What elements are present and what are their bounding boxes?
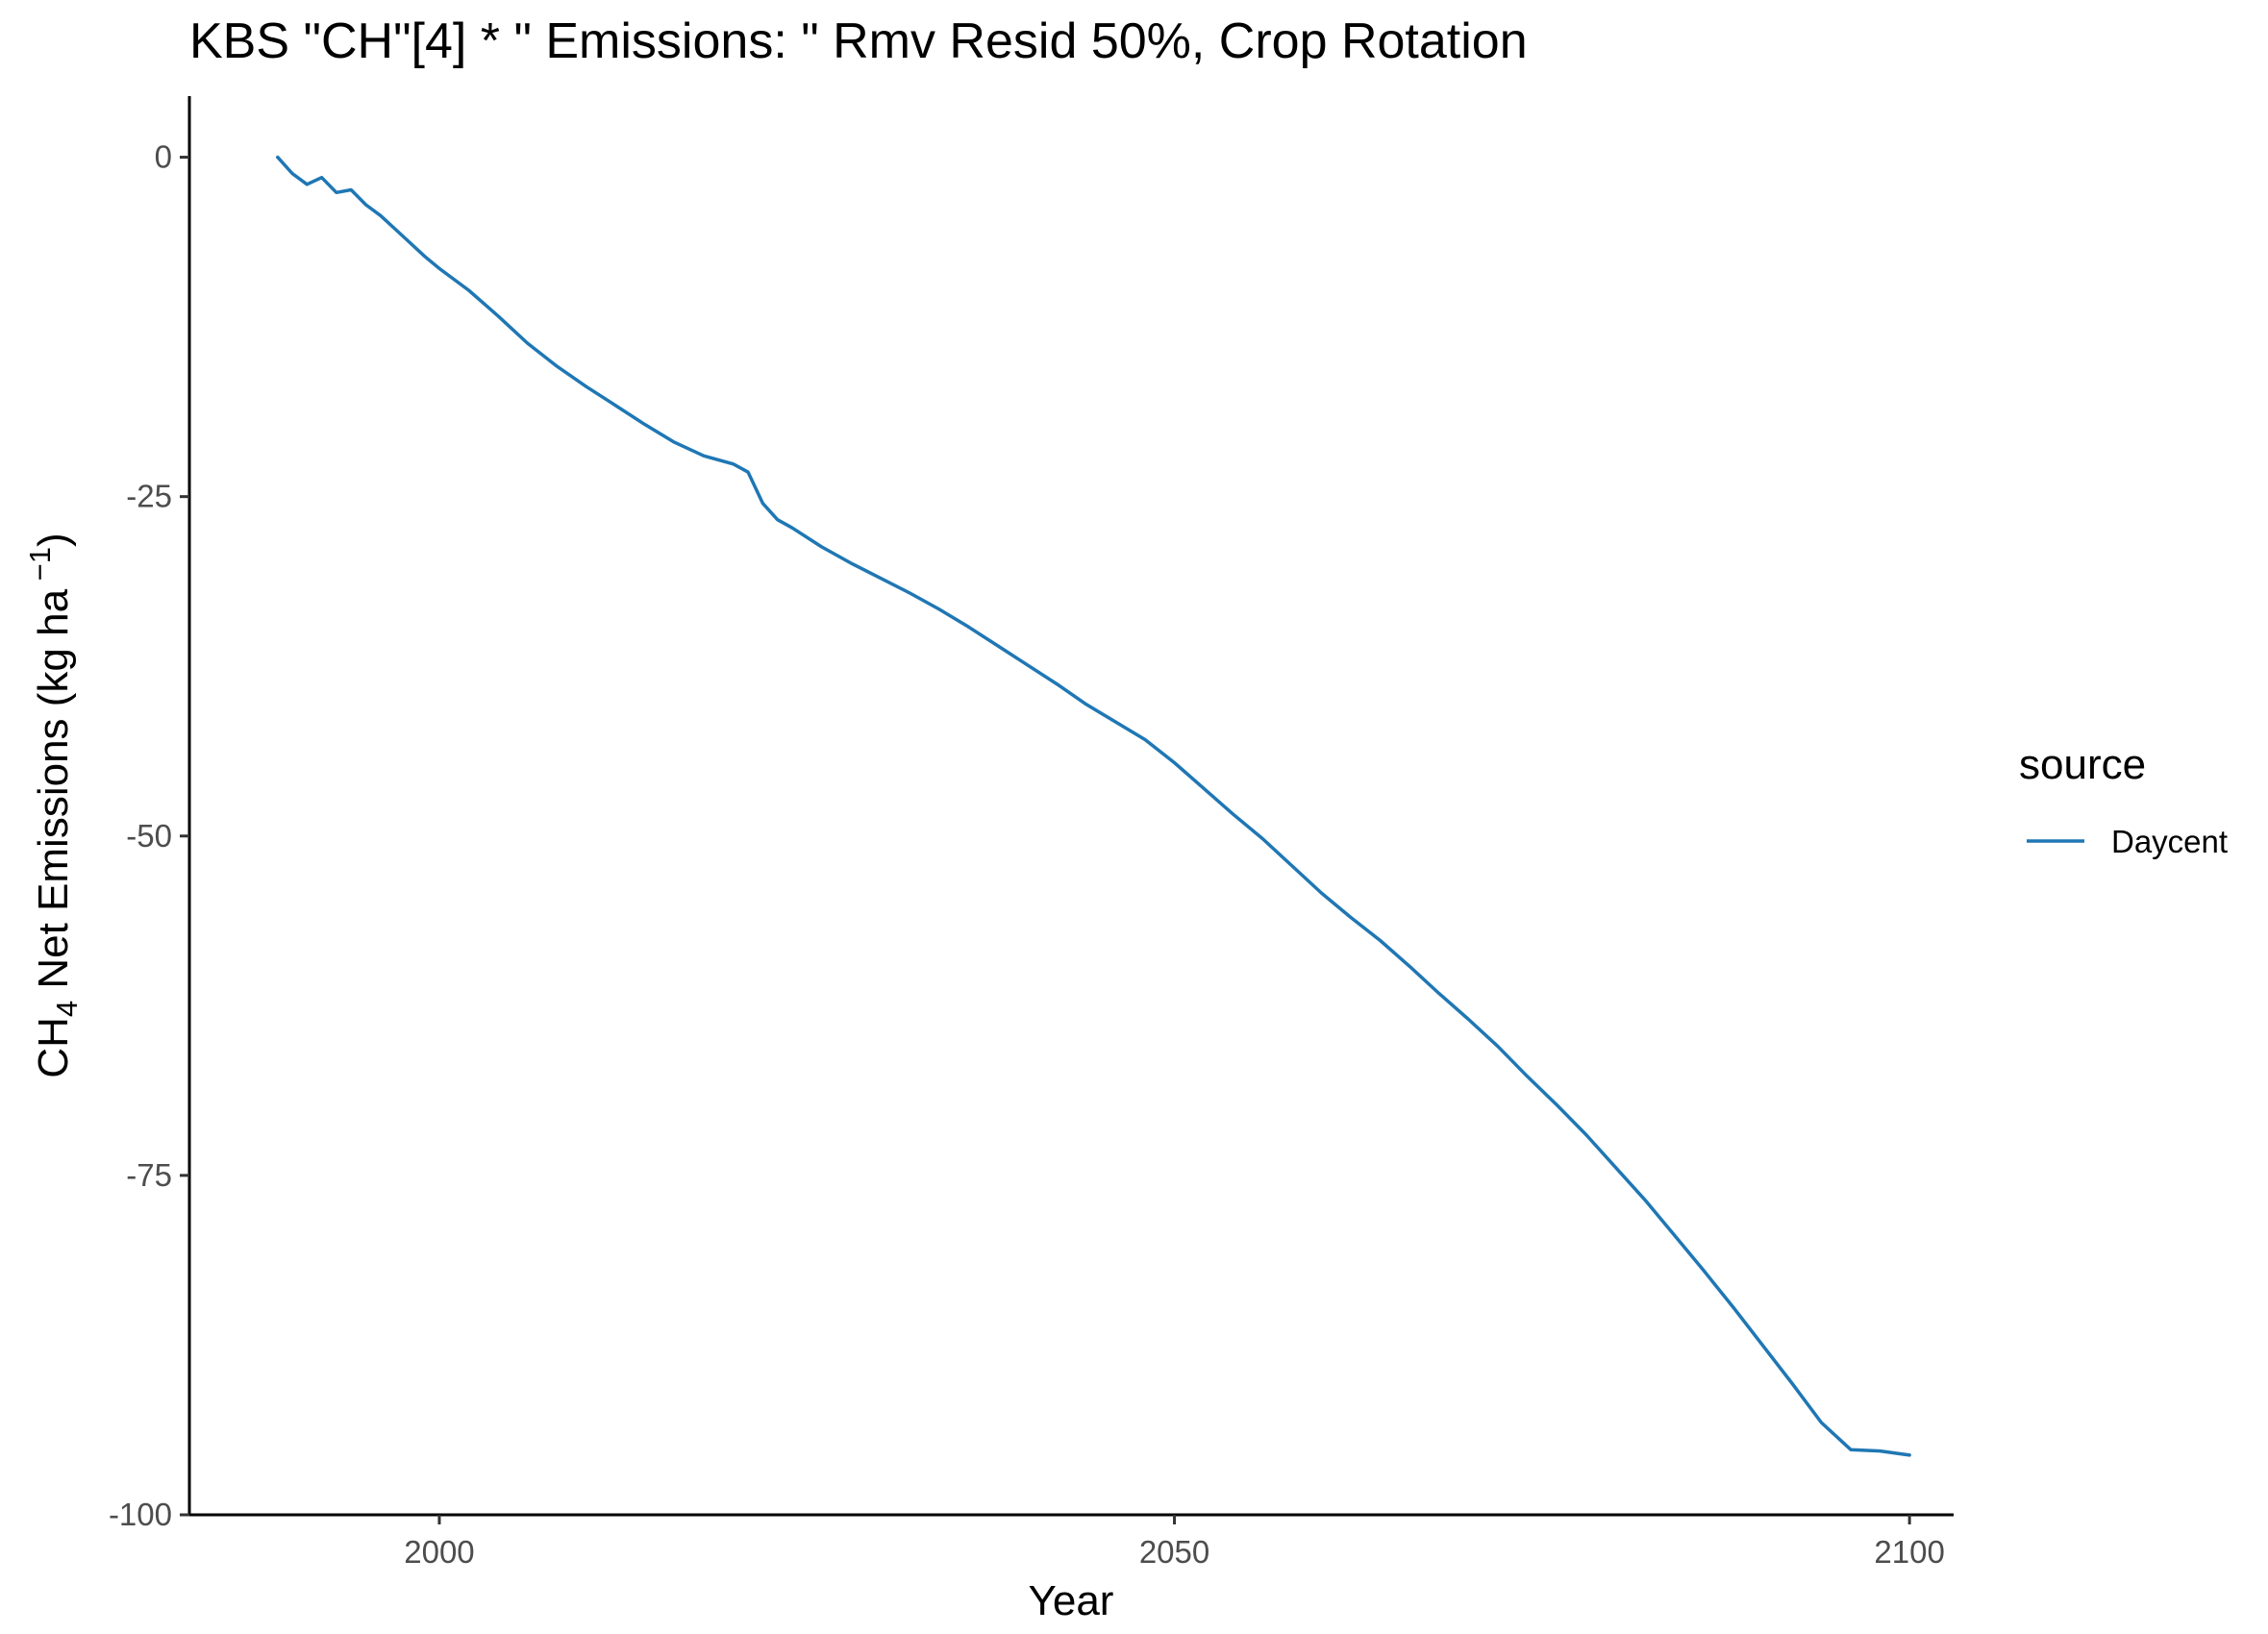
plot-panel: 0 -25 -50 -75 -100 2000 2050 2100 [109, 96, 1954, 1570]
y-tick-label: -75 [126, 1157, 172, 1193]
legend-title: source [2019, 741, 2146, 788]
y-axis-title-subscript: 4 [50, 1001, 84, 1017]
y-axis-title: CH4 Net Emissions (kg ha −1) [23, 532, 84, 1077]
y-tick-label: -50 [126, 818, 172, 854]
y-axis-title-superscript: −1 [23, 547, 57, 589]
x-axis-title: Year [1029, 1577, 1114, 1624]
y-ticks: 0 -25 -50 -75 -100 [109, 139, 189, 1532]
y-axis-title-main: CH [30, 1017, 77, 1078]
x-ticks: 2000 2050 2100 [404, 1515, 1945, 1570]
y-axis-title-close: ) [30, 532, 77, 547]
x-tick-label: 2100 [1874, 1534, 1944, 1570]
y-tick-label: 0 [155, 139, 172, 175]
series-line-daycent [276, 155, 1911, 1457]
y-axis-title-rest: Net Emissions (kg ha [30, 588, 77, 1000]
chart-title: KBS "CH"[4] * " Emissions: " Rmv Resid 5… [189, 13, 1528, 69]
y-tick-label: -100 [109, 1497, 172, 1532]
legend: source Daycent [2019, 741, 2228, 859]
x-tick-label: 2000 [404, 1534, 474, 1570]
x-tick-label: 2050 [1139, 1534, 1209, 1570]
y-tick-label: -25 [126, 479, 172, 514]
legend-label-daycent: Daycent [2111, 824, 2228, 859]
